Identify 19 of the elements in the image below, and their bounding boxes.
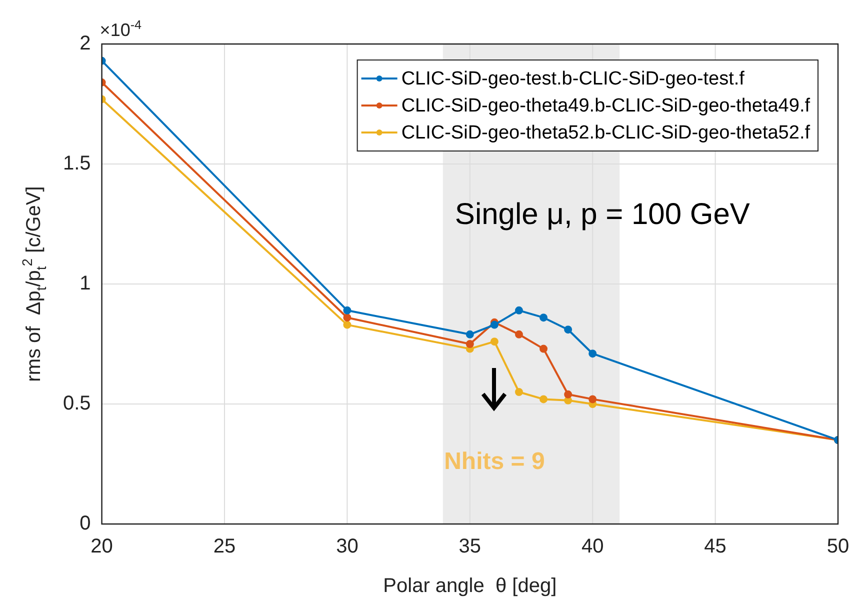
x-tick-label: 45 <box>704 536 726 558</box>
x-tick-label: 25 <box>213 536 236 558</box>
x-tick-label: 20 <box>90 536 113 558</box>
x-axis-title: Polar angle θ [deg] <box>383 575 557 597</box>
x-tick-label: 40 <box>581 536 604 558</box>
y-tick-label: 1 <box>80 272 91 295</box>
x-tick-label: 35 <box>458 536 482 558</box>
legend-label: CLIC-SiD-geo-test.b-CLIC-SiD-geo-test.f <box>401 68 746 90</box>
x-tick-label: 50 <box>826 536 850 558</box>
y-tick-label: 0 <box>80 512 91 535</box>
y-tick-label: 0.5 <box>62 392 91 415</box>
legend-label: CLIC-SiD-geo-theta52.b-CLIC-SiD-geo-theta52.f <box>401 122 811 144</box>
legend-label: CLIC-SiD-geo-theta49.b-CLIC-SiD-geo-theta49.f <box>401 96 811 117</box>
x-tick-label: 30 <box>336 536 358 558</box>
annotation: Single μ, p = 100 GeV <box>454 198 750 231</box>
y-tick-label: 1.5 <box>62 152 91 175</box>
annotation: Nhits = 9 <box>444 448 545 475</box>
y-tick-label: 2 <box>80 32 91 55</box>
y-axis-title: rms of Δpt/pt2 [c/GeV] <box>19 186 49 382</box>
